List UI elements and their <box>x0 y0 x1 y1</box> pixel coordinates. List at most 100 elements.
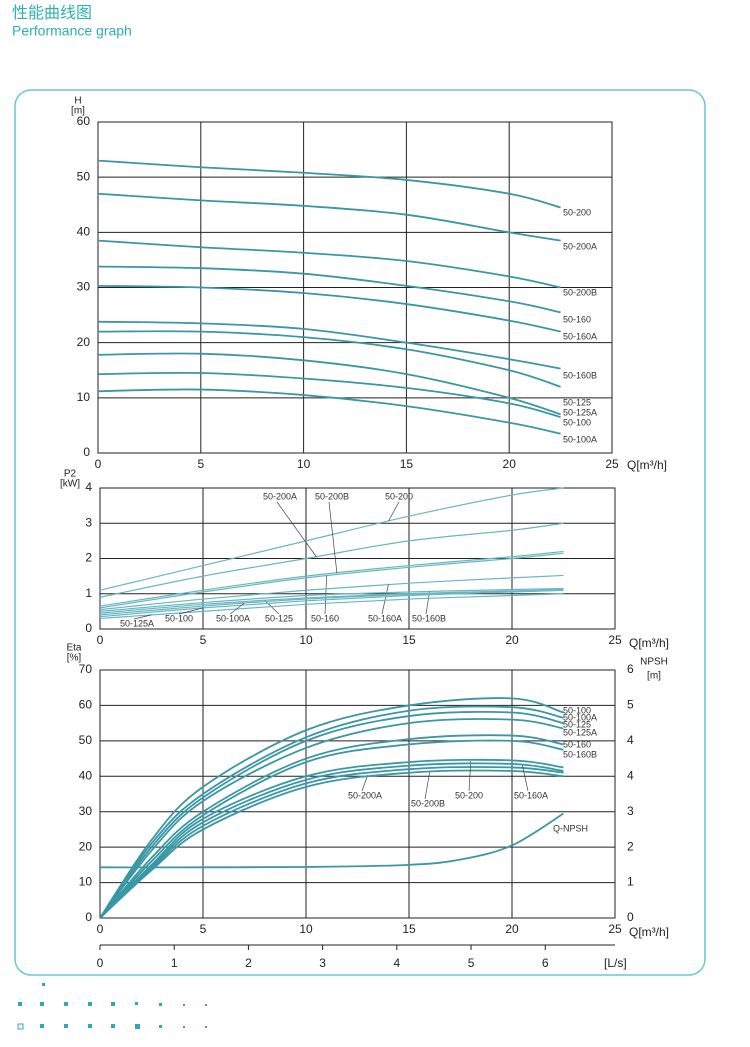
series-label: 50-100 <box>563 417 591 427</box>
y2-tick-label: 5 <box>627 698 634 712</box>
y-tick-label: 20 <box>77 335 91 349</box>
panel-border <box>14 89 706 976</box>
x-tick-label: 15 <box>402 922 416 936</box>
y-tick-label: 20 <box>79 839 93 853</box>
series-label: 50-160A <box>368 613 402 623</box>
y2-tick-label: 4 <box>627 733 634 747</box>
x-tick-label: 25 <box>608 633 622 647</box>
series-line <box>99 589 564 616</box>
series-line <box>99 487 564 591</box>
series-label: 50-160A <box>563 331 597 341</box>
series-label: 50-200B <box>563 287 597 297</box>
series-line <box>99 587 564 612</box>
x-tick-label: 15 <box>400 457 414 471</box>
series-line <box>99 697 564 919</box>
series-line <box>99 705 564 919</box>
x-tick-label: 10 <box>299 922 313 936</box>
y-tick-label: 40 <box>77 225 91 239</box>
x-tick-label: 5 <box>200 633 207 647</box>
plot-frame <box>97 121 613 454</box>
y2-tick-label: 0 <box>627 910 634 924</box>
series-line <box>97 265 561 314</box>
y2-tick-label: 2 <box>627 839 634 853</box>
leader-line <box>361 774 369 792</box>
y-tick-label: 0 <box>83 445 90 459</box>
x2-tick-label: 6 <box>542 956 549 970</box>
series-line <box>97 159 561 209</box>
series-label: 50-200A <box>563 241 597 251</box>
series-label: 50-160 <box>563 314 591 324</box>
y-axis-label: H <box>74 96 81 107</box>
x2-tick-label: 4 <box>393 956 400 970</box>
series-label: 50-200 <box>455 790 483 800</box>
decor-dots <box>17 983 207 1030</box>
series-line <box>99 758 564 919</box>
x-axis-label: Q[m³/h] <box>629 636 669 650</box>
x2-tick-label: 1 <box>171 956 178 970</box>
y-tick-label: 10 <box>77 390 91 404</box>
series-line <box>97 320 561 370</box>
y-axis-unit: [%] <box>67 653 82 664</box>
x-tick-label: 5 <box>197 457 204 471</box>
series-label: 50-100A <box>563 434 597 444</box>
y-tick-label: 2 <box>85 551 92 565</box>
series-line <box>99 588 564 614</box>
leader-line <box>388 501 400 522</box>
series-label: 50-200 <box>385 491 413 501</box>
series-label: 50-200A <box>263 491 297 501</box>
series-label: 50-100 <box>165 613 193 623</box>
series-label: 50-200B <box>315 491 349 501</box>
x-tick-label: 0 <box>97 633 104 647</box>
series-line <box>97 371 561 419</box>
x-tick-label: 25 <box>608 922 622 936</box>
y-axis-label: Eta <box>66 643 81 654</box>
y2-tick-label: 3 <box>627 804 634 818</box>
series-line <box>99 769 564 919</box>
series-line <box>99 739 564 919</box>
series-label: 50-160B <box>563 749 597 759</box>
x-tick-label: 20 <box>503 457 517 471</box>
series-line <box>99 574 564 611</box>
page-subtitle: Performance graph <box>12 23 132 39</box>
y-axis-unit: [kW] <box>60 479 80 490</box>
x-tick-label: 10 <box>299 633 313 647</box>
x2-tick-label: 2 <box>245 956 252 970</box>
y-tick-label: 60 <box>79 698 93 712</box>
y2-axis-unit: [m] <box>647 671 661 682</box>
y-tick-label: 0 <box>85 621 92 635</box>
series-label: 50-125 <box>563 397 591 407</box>
series-label: 50-160B <box>563 370 597 380</box>
leader-line <box>468 761 472 792</box>
y-tick-label: 60 <box>77 114 91 128</box>
y-tick-label: 0 <box>85 910 92 924</box>
x2-tick-label: 3 <box>319 956 326 970</box>
series-line <box>99 593 564 620</box>
series-label: 50-125A <box>120 618 154 628</box>
x-tick-label: 25 <box>605 457 619 471</box>
series-label: 50-160A <box>514 790 548 800</box>
series-line <box>97 352 561 416</box>
y-tick-label: 70 <box>79 662 93 676</box>
leader-line <box>276 501 317 557</box>
leader-line <box>328 501 338 573</box>
y2-tick-label: 1 <box>627 875 634 889</box>
series-line <box>99 710 564 919</box>
x-axis-label: Q[m³/h] <box>629 925 669 939</box>
y2-tick-label: 4 <box>627 768 634 782</box>
series-line <box>99 734 564 919</box>
series-label: 50-125 <box>563 719 591 729</box>
x-axis-label: Q[m³/h] <box>627 458 667 472</box>
series-line <box>97 239 561 289</box>
y-tick-label: 30 <box>79 804 93 818</box>
leader-line <box>264 600 280 615</box>
leader-line <box>133 614 152 620</box>
series-label: 50-200A <box>348 790 382 800</box>
series-line <box>99 550 564 607</box>
leader-line <box>178 607 204 615</box>
series-line <box>99 522 564 598</box>
plot-frame <box>99 669 616 919</box>
y-tick-label: 30 <box>77 280 91 294</box>
plot-frame <box>99 487 616 630</box>
series-label: 50-160 <box>563 739 591 749</box>
